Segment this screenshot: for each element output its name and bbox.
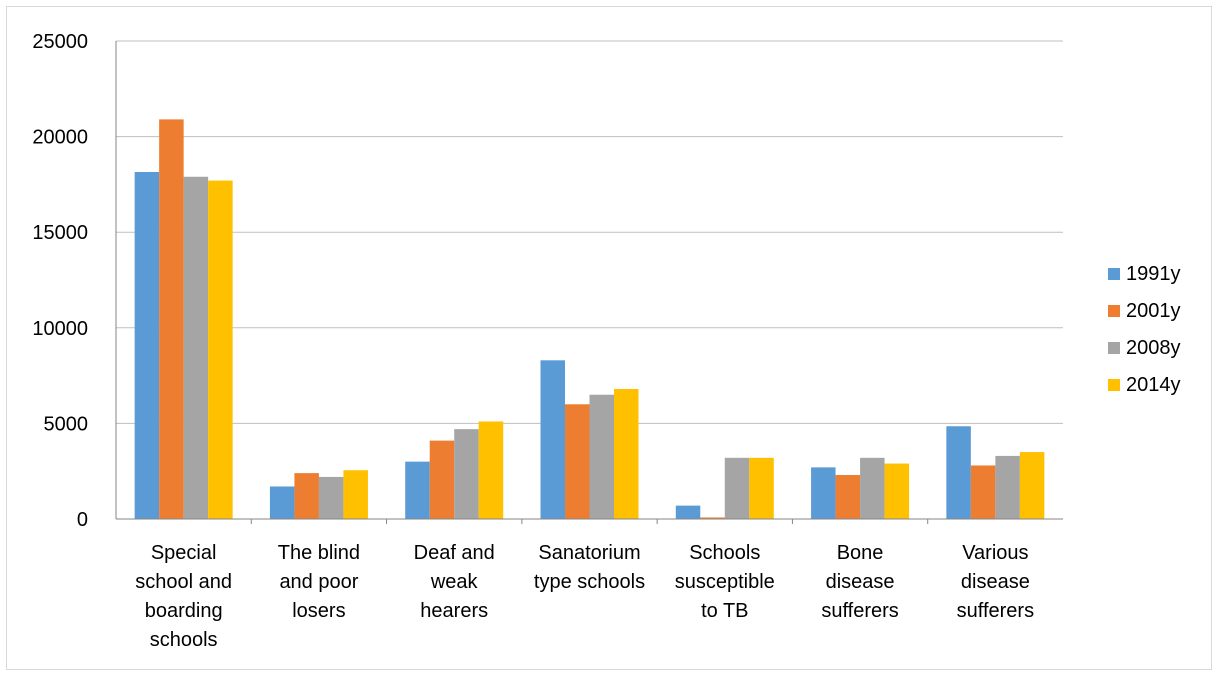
y-tick-label: 25000 — [32, 31, 88, 53]
bar-1991y-5 — [811, 467, 836, 519]
category-label-line: Various — [962, 542, 1028, 564]
category-label: The blind and poor losers — [278, 542, 360, 622]
category-label-line: Schools — [689, 542, 760, 564]
bar-1991y-0 — [134, 171, 160, 520]
category-label-line: Bone — [837, 542, 884, 564]
category-label-line: susceptible — [675, 571, 775, 593]
legend-swatch-2001y — [1108, 305, 1120, 317]
bar-2008y-0 — [183, 176, 209, 519]
category-label-line: hearers — [420, 600, 488, 622]
bar-1991y-6 — [946, 426, 971, 519]
bar-1991y-1 — [269, 486, 295, 519]
category-label: Bone disease sufferers — [821, 542, 898, 622]
legend-label: 1991y — [1126, 263, 1181, 285]
bar-2008y-5 — [860, 457, 885, 519]
category-label-line: sufferers — [821, 600, 898, 622]
bar-2008y-3 — [589, 394, 614, 519]
legend-label: 2008y — [1126, 337, 1181, 359]
bar-2014y-3 — [614, 388, 639, 519]
bar-2001y-4 — [700, 517, 725, 519]
category-label-line: school and — [135, 571, 232, 593]
bar-2014y-5 — [884, 463, 910, 519]
category-label-line: weak — [430, 571, 479, 593]
category-label-line: disease — [961, 571, 1030, 593]
bar-2001y-6 — [970, 465, 996, 519]
bar-1991y-4 — [675, 505, 701, 519]
category-label-line: Sanatorium — [538, 542, 640, 564]
bars — [134, 119, 1045, 520]
bar-2008y-4 — [724, 457, 750, 519]
bar-2008y-1 — [318, 476, 344, 519]
legend-swatch-2014y — [1108, 379, 1120, 391]
category-label-line: to TB — [701, 600, 748, 622]
category-label: Deaf and weak hearers — [414, 542, 495, 622]
category-label: Special school and boarding schools — [135, 542, 232, 651]
category-label: Sanatorium type schools — [534, 542, 645, 593]
bar-2014y-6 — [1019, 452, 1045, 519]
legend-label: 2001y — [1126, 300, 1181, 322]
bar-2014y-1 — [343, 470, 368, 519]
category-label: Schools susceptible to TB — [675, 542, 775, 622]
gridlines — [116, 40, 1063, 424]
legend-label: 2014y — [1126, 374, 1181, 396]
category-label-line: type schools — [534, 571, 645, 593]
y-tick-label: 0 — [77, 509, 88, 531]
category-label-line: The blind — [278, 542, 360, 564]
bar-2008y-6 — [995, 455, 1020, 519]
category-label-line: Special — [151, 542, 217, 564]
category-label-line: and poor — [279, 571, 358, 593]
axes: 0 5000 10000 15000 20000 25000 Special school a… — [32, 31, 1063, 651]
bar-2001y-3 — [565, 404, 590, 519]
bar-2014y-4 — [749, 457, 774, 519]
bar-1991y-3 — [540, 360, 565, 519]
legend: 1991y 2001y 2008y 2014y — [1108, 263, 1181, 396]
legend-swatch-2008y — [1108, 342, 1120, 354]
bar-2014y-2 — [478, 421, 504, 519]
bar-2014y-0 — [208, 180, 233, 520]
legend-swatch-1991y — [1108, 268, 1120, 280]
y-tick-label: 20000 — [32, 127, 88, 149]
category-label-line: sufferers — [957, 600, 1034, 622]
category-label-line: schools — [150, 629, 218, 651]
bar-2001y-2 — [429, 440, 455, 519]
category-label-line: losers — [292, 600, 345, 622]
y-tick-label: 10000 — [32, 318, 88, 340]
bar-2001y-1 — [294, 473, 319, 519]
bar-2008y-2 — [454, 429, 479, 519]
bar-2001y-5 — [835, 475, 861, 519]
category-label-line: Deaf and — [414, 542, 495, 564]
category-label-line: boarding — [145, 600, 223, 622]
bar-1991y-2 — [405, 461, 430, 519]
category-label-line: disease — [826, 571, 895, 593]
bar-2001y-0 — [159, 119, 184, 519]
category-label: Various disease sufferers — [957, 542, 1034, 622]
y-tick-label: 5000 — [44, 413, 89, 435]
y-tick-label: 15000 — [32, 222, 88, 244]
